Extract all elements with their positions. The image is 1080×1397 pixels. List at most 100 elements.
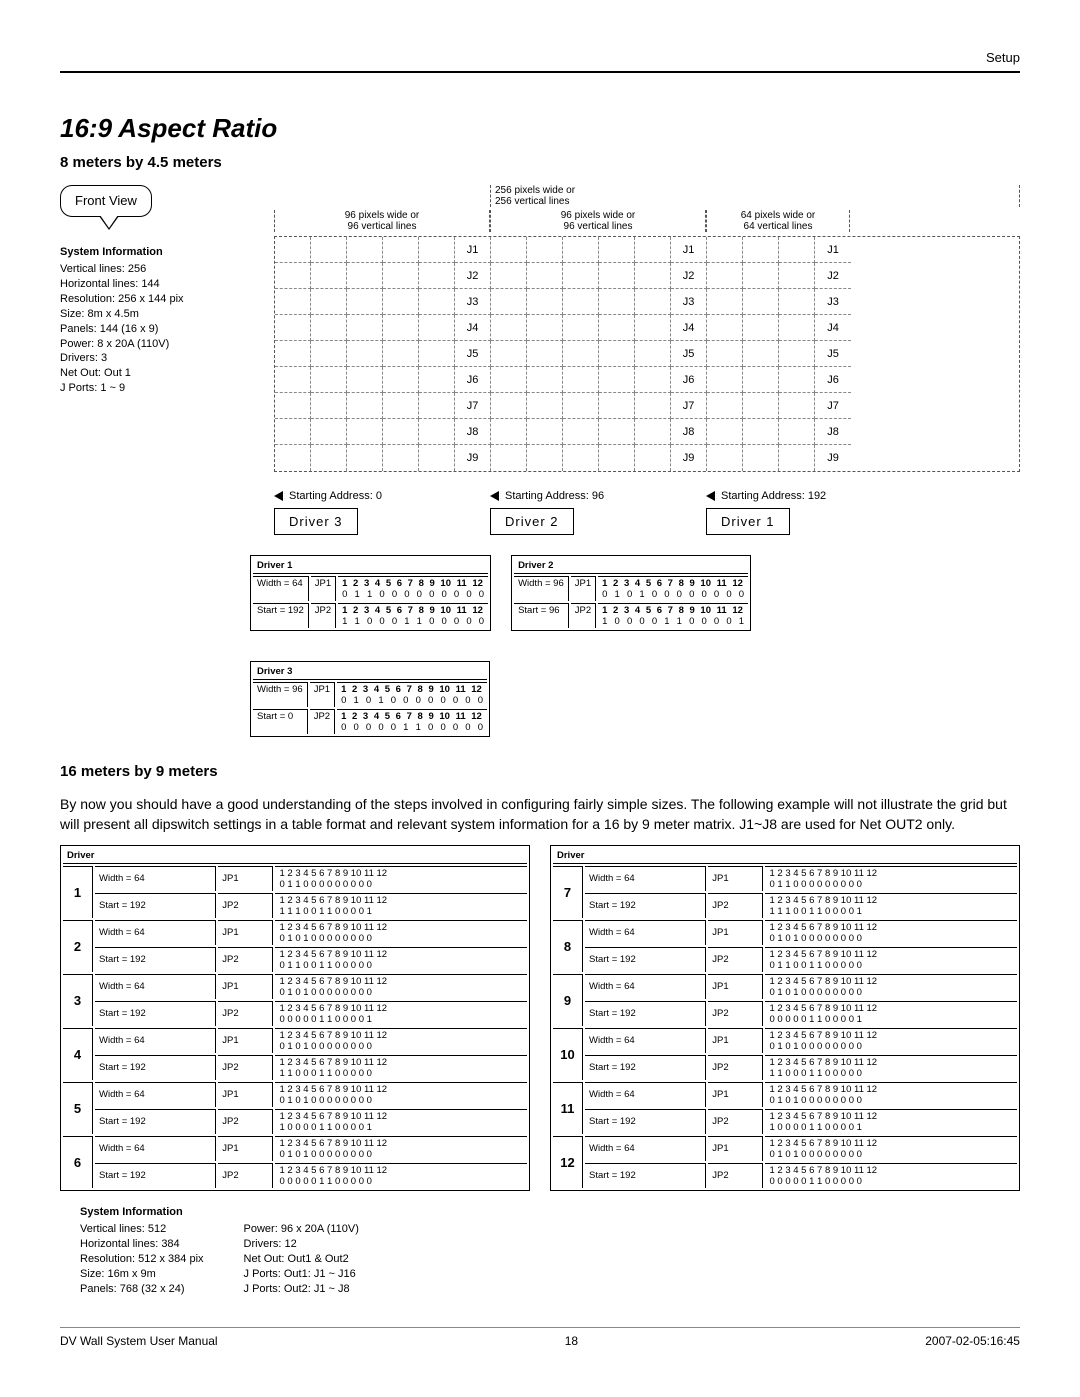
j-cell: J2	[455, 263, 491, 289]
j-cell	[563, 263, 599, 289]
j-cell: J2	[815, 263, 851, 289]
j-cell	[563, 289, 599, 315]
sysinfo-lines: Vertical lines: 256Horizontal lines: 144…	[60, 262, 250, 396]
dim-col-label: 64 pixels wide or 64 vertical lines	[706, 210, 850, 232]
sysinfo-line: Power: 96 x 20A (110V)	[244, 1222, 359, 1237]
j-cell	[311, 263, 347, 289]
footer-center: 18	[565, 1334, 578, 1348]
j-cell	[311, 445, 347, 471]
j-cell: J8	[671, 419, 707, 445]
sysinfo-line: Power: 8 x 20A (110V)	[60, 337, 250, 352]
j-cell	[275, 393, 311, 419]
j-cell	[347, 393, 383, 419]
driver-box: Driver 2	[490, 508, 574, 535]
j-cell	[599, 367, 635, 393]
j-cell	[275, 445, 311, 471]
front-view-side: Front View System Information Vertical l…	[60, 185, 250, 396]
starting-address: Starting Address: 0	[289, 490, 382, 502]
j-cell	[707, 419, 743, 445]
front-view-bubble: Front View	[60, 185, 152, 217]
j-cell	[707, 341, 743, 367]
driver-bar: Starting Address: 0 Driver 3 Starting Addr…	[274, 490, 1020, 535]
j-cell	[347, 289, 383, 315]
j-cell: J8	[815, 419, 851, 445]
j-cell	[779, 237, 815, 263]
j-cell	[491, 237, 527, 263]
j-cell	[275, 289, 311, 315]
j-cell	[743, 315, 779, 341]
sysinfo-line: Horizontal lines: 384	[80, 1237, 204, 1252]
sysinfo-line: Net Out: Out1 & Out2	[244, 1252, 359, 1267]
j-cell	[311, 289, 347, 315]
j-cell	[419, 237, 455, 263]
sysinfo-line: J Ports: Out1: J1 ~ J16	[244, 1267, 359, 1282]
j-cell	[419, 445, 455, 471]
j-cell	[743, 445, 779, 471]
sysinfo-line: Resolution: 256 x 144 pix	[60, 292, 250, 307]
j-cell	[635, 419, 671, 445]
j-cell	[527, 315, 563, 341]
j-cell	[527, 263, 563, 289]
j-cell	[563, 419, 599, 445]
j-cell: J6	[671, 367, 707, 393]
j-cell	[383, 289, 419, 315]
j-cell	[347, 445, 383, 471]
j-cell	[311, 419, 347, 445]
j-cell	[419, 289, 455, 315]
j-cell: J3	[815, 289, 851, 315]
j-row: J1J1J1	[275, 237, 1019, 263]
j-cell	[707, 289, 743, 315]
footer-right: 2007-02-05:16:45	[925, 1334, 1020, 1348]
section1-layout: Front View System Information Vertical l…	[60, 185, 1020, 535]
j-cell	[275, 315, 311, 341]
j-cell	[779, 445, 815, 471]
j-cell	[491, 341, 527, 367]
sysinfo2-heading: System Information	[80, 1205, 1020, 1220]
j-cell	[635, 367, 671, 393]
j-grid: J1J1J1J2J2J2J3J3J3J4J4J4J5J5J5J6J6J6J7J7…	[274, 236, 1020, 472]
j-cell	[743, 341, 779, 367]
j-cell	[347, 263, 383, 289]
j-cell	[383, 367, 419, 393]
j-cell	[347, 367, 383, 393]
starting-address: Starting Address: 96	[505, 490, 604, 502]
j-cell: J9	[455, 445, 491, 471]
j-cell: J8	[455, 419, 491, 445]
grid-area: 256 pixels wide or 256 vertical lines 96…	[274, 185, 1020, 535]
big-dip-right: Driver7Width = 64JP11 2 3 4 5 6 7 8 9 10…	[550, 845, 1020, 1191]
j-cell: J1	[671, 237, 707, 263]
sysinfo-line: Size: 16m x 9m	[80, 1267, 204, 1282]
page-title: 16:9 Aspect Ratio	[60, 113, 1020, 144]
page: Setup 16:9 Aspect Ratio 8 meters by 4.5 …	[0, 0, 1080, 1378]
j-cell	[635, 315, 671, 341]
j-cell	[491, 289, 527, 315]
j-row: J9J9J9	[275, 445, 1019, 471]
sysinfo-line: Size: 8m x 4.5m	[60, 307, 250, 322]
driver-block: Starting Address: 192 Driver 1	[706, 490, 850, 535]
footer-left: DV Wall System User Manual	[60, 1334, 218, 1348]
j-cell	[419, 393, 455, 419]
section2-para: By now you should have a good understand…	[60, 794, 1020, 835]
j-cell: J2	[671, 263, 707, 289]
j-cell	[599, 289, 635, 315]
j-cell	[635, 445, 671, 471]
j-cell	[419, 341, 455, 367]
j-cell	[779, 367, 815, 393]
sysinfo-line: Vertical lines: 256	[60, 262, 250, 277]
driver-box: Driver 1	[706, 508, 790, 535]
driver-box: Driver 3	[274, 508, 358, 535]
j-cell	[275, 263, 311, 289]
starting-address: Starting Address: 192	[721, 490, 826, 502]
j-cell	[563, 367, 599, 393]
j-cell	[527, 393, 563, 419]
j-cell	[419, 263, 455, 289]
j-cell: J7	[671, 393, 707, 419]
dim-cols: 96 pixels wide or 96 vertical lines96 pi…	[274, 210, 1020, 232]
j-cell	[563, 237, 599, 263]
j-cell	[707, 367, 743, 393]
j-cell	[743, 367, 779, 393]
j-cell	[491, 263, 527, 289]
j-cell: J4	[455, 315, 491, 341]
j-cell	[743, 263, 779, 289]
sysinfo2-col2: Power: 96 x 20A (110V)Drivers: 12Net Out…	[244, 1222, 359, 1296]
